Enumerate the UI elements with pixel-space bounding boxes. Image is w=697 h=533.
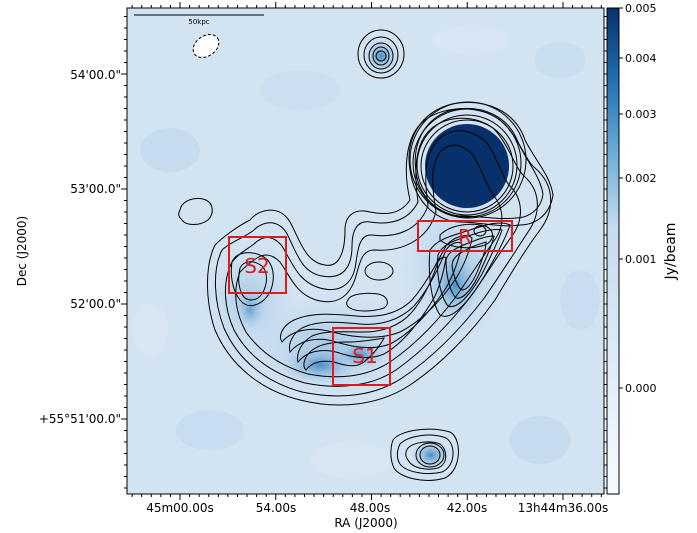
background-noise [132,26,600,478]
x-tick-labels: 45m00.00s 54.00s 48.00s 42.00s 13h44m36.… [146,501,608,515]
colorbar-label: Jy/beam [663,223,679,281]
contour-hole-2 [346,292,388,312]
x-tick-label: 48.00s [350,501,391,515]
scale-bar: 50kpc [134,14,264,26]
y-tick-label: 54'00.0" [70,68,121,82]
colorbar-tick-label: 0.003 [625,108,657,121]
x-tick-label: 54.00s [256,501,297,515]
contour-6 [289,241,463,354]
beam-ellipse [192,34,220,58]
region-label-s2: S2 [244,254,269,278]
x-axis [131,2,602,500]
colorbar-tick-label: 0.000 [625,382,657,395]
y-axis-label: Dec (J2000) [15,216,29,286]
region-label-s1: S1 [352,344,377,368]
plot-frame [126,7,605,495]
y-tick-labels: +55°51'00.0" 52'00.0" 53'00.0" 54'00.0" [39,68,121,426]
map-plot-area: 50kpc S2 S1 R [127,8,604,494]
contour-top-source [357,29,405,79]
colorbar-tick-label: 0.001 [625,253,657,266]
region-label-r: R [458,225,472,249]
colorbar-tick-label: 0.005 [625,2,657,15]
region-box-s1 [332,327,391,386]
contour-knot-r-inner [473,225,487,237]
contour-bottom-source [390,428,459,481]
region-box-r [417,220,513,252]
x-tick-label: 45m00.00s [146,501,214,515]
x-axis-label: RA (J2000) [334,516,397,530]
contour-knot-r [439,223,493,249]
colorbar-gradient [606,7,620,495]
y-tick-label: 52'00.0" [70,297,121,311]
contour-4 [235,144,503,378]
colorbar-tick-label: 0.004 [625,52,657,65]
contour-hole-1 [364,261,394,281]
scale-bar-label: 50kpc [188,18,209,26]
contour-r1 [428,222,511,317]
x-tick-label: 13h44m36.00s [518,501,608,515]
contour-core-outer2 [414,108,544,220]
contour-7 [297,256,447,364]
bright-core-source [425,124,509,208]
contour-3 [224,130,521,387]
region-box-s2 [228,236,287,294]
x-tick-label: 42.00s [447,501,488,515]
contour-5 [280,235,473,343]
y-tick-label: 53'00.0" [70,182,121,196]
contour-r3 [445,235,495,299]
y-tick-label: +55°51'00.0" [39,412,121,426]
contour-blob-left [178,197,213,225]
region-boxes [228,220,513,386]
colorbar: 0.000 0.001 0.002 0.003 0.004 0.005 Jy/b… [606,2,679,495]
colorbar-tick-label: 0.002 [625,172,657,185]
